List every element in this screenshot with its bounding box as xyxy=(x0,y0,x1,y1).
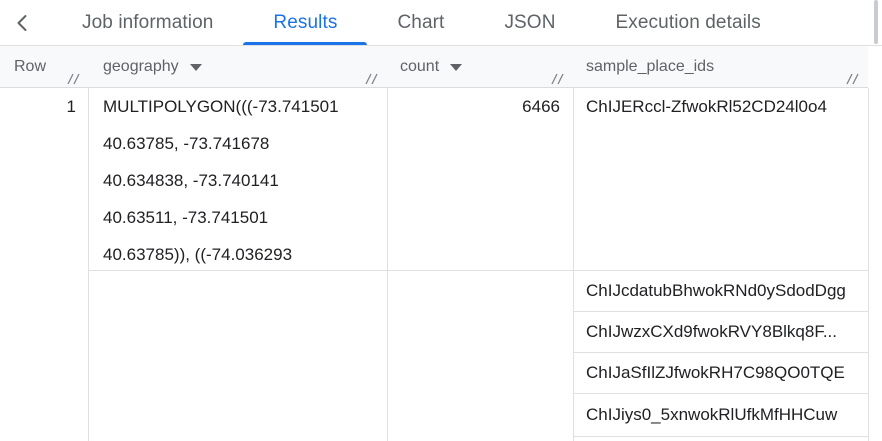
column-label: geography xyxy=(103,57,179,75)
column-divider xyxy=(573,88,574,441)
place-id-cell: ChIJcdatubBhwokRNd0ySdodDgg xyxy=(586,281,846,300)
vertical-scrollbar-thumb[interactable] xyxy=(874,0,878,44)
column-divider xyxy=(868,88,869,441)
back-button[interactable] xyxy=(0,0,44,45)
tab-label: Chart xyxy=(397,11,445,33)
subrow-divider xyxy=(573,311,868,312)
column-label: count xyxy=(400,57,440,75)
column-label: sample_place_ids xyxy=(586,57,715,75)
table-header: Row geography count sample_place_ids xyxy=(0,46,868,88)
subrow-divider xyxy=(573,436,868,437)
column-header-count[interactable]: count xyxy=(387,46,573,87)
column-divider xyxy=(88,88,89,441)
place-id-cell: ChIJERccl-ZfwokRl52CD24l0o4 xyxy=(586,97,827,116)
tab-label: JSON xyxy=(504,11,556,33)
geography-line: 40.63785, -73.741678 xyxy=(103,134,270,153)
column-resize-handle-icon[interactable] xyxy=(550,72,565,85)
tab-bar: Job information Results Chart JSON Execu… xyxy=(0,0,882,46)
tab-label: Results xyxy=(273,11,338,33)
tab-label: Execution details xyxy=(615,11,761,33)
cell-count: 6466 xyxy=(522,97,560,116)
subrow-divider xyxy=(573,352,868,353)
row-divider xyxy=(88,270,868,271)
geography-line: MULTIPOLYGON(((-73.741501 xyxy=(103,97,339,116)
chevron-left-icon xyxy=(17,14,26,31)
geography-line: 40.63785)), ((-74.036293 xyxy=(103,245,293,264)
column-resize-handle-icon[interactable] xyxy=(364,72,379,85)
caret-down-icon[interactable] xyxy=(189,64,202,71)
cell-geography: MULTIPOLYGON(((-73.741501 40.63785, -73.… xyxy=(103,88,339,273)
geography-line: 40.634838, -73.740141 xyxy=(103,171,279,190)
place-id-cell: ChIJwzxCXd9fwokRVY8Blkq8F... xyxy=(586,322,838,341)
column-resize-handle-icon[interactable] xyxy=(845,72,860,85)
column-label: Row xyxy=(14,57,47,75)
geography-line: 40.63511, -73.741501 xyxy=(103,208,269,227)
column-header-row[interactable]: Row xyxy=(0,46,88,87)
tab-results[interactable]: Results xyxy=(243,0,368,45)
tab-chart[interactable]: Chart xyxy=(367,0,474,45)
column-divider xyxy=(387,88,388,441)
place-id-cell: ChIJaSfIlZJfwokRH7C98QO0TQE xyxy=(586,363,845,382)
column-header-sample-place-ids[interactable]: sample_place_ids xyxy=(573,46,868,87)
place-id-cell: ChIJiys0_5xnwokRlUfkMfHHCuw xyxy=(586,405,838,424)
tab-json[interactable]: JSON xyxy=(474,0,585,45)
subrow-divider xyxy=(573,393,868,394)
row-number: 1 xyxy=(66,97,76,116)
tab-execution-details[interactable]: Execution details xyxy=(586,0,791,45)
caret-down-icon[interactable] xyxy=(450,64,463,71)
column-header-geography[interactable]: geography xyxy=(88,46,387,87)
tab-label: Job information xyxy=(82,11,214,33)
tab-job-information[interactable]: Job information xyxy=(52,0,243,45)
column-resize-handle-icon[interactable] xyxy=(66,72,81,85)
